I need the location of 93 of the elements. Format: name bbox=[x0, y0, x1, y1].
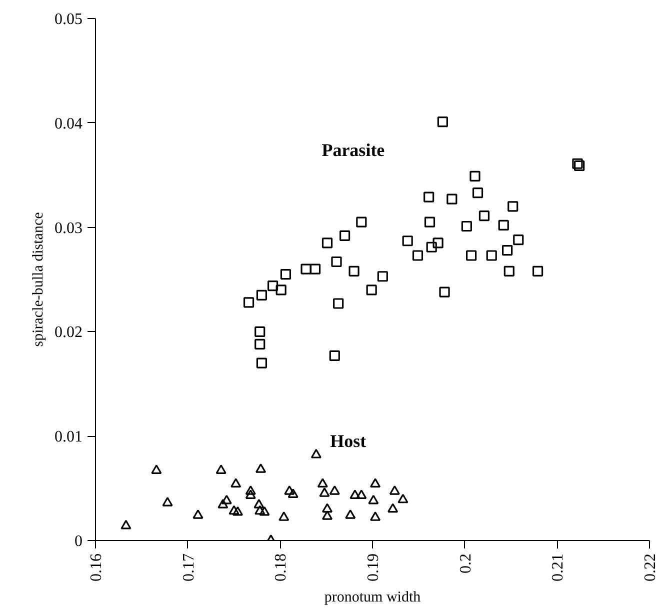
point bbox=[254, 338, 266, 350]
point bbox=[216, 464, 226, 474]
point bbox=[446, 194, 458, 204]
point bbox=[402, 236, 413, 246]
point bbox=[331, 256, 342, 268]
point bbox=[284, 485, 295, 495]
point bbox=[151, 464, 162, 474]
y-tick-label: 0.05 bbox=[54, 11, 82, 28]
point bbox=[368, 494, 379, 504]
x-axis-title: pronotum width bbox=[324, 590, 422, 606]
point bbox=[461, 220, 472, 232]
point bbox=[232, 506, 243, 516]
x-tick-label: 0.18 bbox=[272, 554, 290, 582]
x-tick-label: 0.22 bbox=[642, 554, 657, 582]
point bbox=[470, 170, 480, 182]
point bbox=[254, 499, 264, 508]
point bbox=[333, 298, 344, 309]
point bbox=[310, 448, 322, 458]
point bbox=[356, 490, 367, 500]
point bbox=[572, 158, 583, 169]
point bbox=[340, 230, 350, 241]
point bbox=[322, 503, 333, 513]
y-tick-label: 0 bbox=[74, 533, 82, 550]
point bbox=[412, 250, 424, 261]
point bbox=[276, 284, 286, 296]
point bbox=[300, 264, 312, 274]
point bbox=[120, 520, 132, 530]
point bbox=[317, 478, 328, 488]
point bbox=[267, 280, 278, 292]
point bbox=[432, 238, 444, 248]
point bbox=[377, 271, 388, 282]
point bbox=[278, 512, 290, 521]
point bbox=[218, 499, 228, 508]
point bbox=[322, 238, 333, 248]
point bbox=[228, 505, 240, 515]
point bbox=[472, 188, 484, 198]
point bbox=[348, 266, 360, 276]
point bbox=[486, 250, 497, 261]
point bbox=[366, 284, 377, 296]
point bbox=[388, 503, 398, 513]
x-tick-label: 0.17 bbox=[180, 554, 198, 582]
point bbox=[398, 494, 408, 504]
point bbox=[478, 210, 490, 222]
point bbox=[350, 490, 360, 500]
point bbox=[255, 464, 266, 473]
point bbox=[319, 488, 330, 497]
point bbox=[254, 505, 266, 515]
point bbox=[254, 326, 266, 337]
x-tick-label: 0.16 bbox=[88, 554, 105, 582]
point bbox=[389, 485, 400, 495]
series-label: Host bbox=[330, 430, 366, 451]
point bbox=[502, 244, 513, 256]
point bbox=[322, 510, 333, 520]
point bbox=[329, 350, 340, 362]
point bbox=[504, 266, 514, 276]
point bbox=[280, 268, 292, 280]
point bbox=[329, 485, 340, 495]
point bbox=[574, 160, 585, 172]
point bbox=[424, 216, 436, 228]
y-tick-label: 0.01 bbox=[54, 428, 82, 446]
text: Parasite bbox=[322, 140, 385, 160]
point bbox=[221, 494, 232, 504]
point bbox=[259, 506, 270, 516]
y-axis-title: spiracle-bulla distance bbox=[30, 212, 46, 347]
point bbox=[437, 116, 448, 128]
point bbox=[426, 242, 437, 252]
point bbox=[245, 490, 256, 500]
point bbox=[256, 358, 267, 368]
y-tick-label: 0.02 bbox=[54, 324, 82, 342]
point bbox=[345, 509, 356, 519]
y-tick-label: 0.03 bbox=[54, 220, 82, 237]
point bbox=[439, 286, 450, 298]
point bbox=[466, 250, 477, 261]
point bbox=[256, 290, 267, 300]
x-tick-label: 0.19 bbox=[365, 554, 382, 582]
point bbox=[245, 485, 256, 495]
point bbox=[356, 216, 367, 228]
point bbox=[243, 297, 254, 308]
x-tick-label: 0.21 bbox=[550, 554, 567, 582]
point bbox=[288, 488, 298, 498]
point bbox=[513, 234, 524, 246]
point bbox=[310, 264, 321, 274]
point bbox=[370, 478, 381, 488]
point bbox=[162, 496, 173, 506]
y-tick-label: 0.04 bbox=[54, 115, 82, 132]
point bbox=[370, 512, 381, 521]
point bbox=[230, 478, 242, 488]
point bbox=[498, 220, 509, 231]
point bbox=[508, 201, 518, 212]
point bbox=[424, 192, 434, 202]
point bbox=[192, 509, 204, 519]
x-tick-label: 0.2 bbox=[457, 554, 474, 574]
point bbox=[532, 266, 544, 276]
